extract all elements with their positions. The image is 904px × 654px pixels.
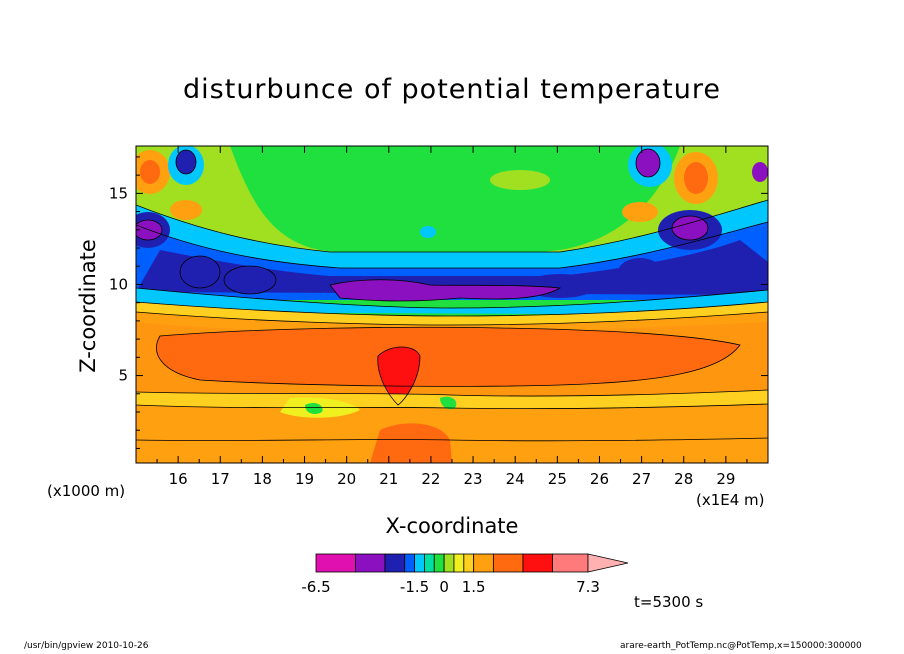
x-axis-label: X-coordinate — [385, 514, 519, 538]
footer-right: arare-earth_PotTemp.nc@PotTemp,x=150000:… — [620, 641, 862, 651]
colorbar-label: 7.3 — [576, 578, 600, 596]
colorbar-segment — [522, 553, 553, 573]
x-tick-label: 23 — [464, 470, 483, 488]
colorbar-extend-arrow — [587, 553, 629, 573]
colorbar-label: -6.5 — [301, 578, 330, 596]
y-tick-label: 5 — [118, 367, 128, 385]
x-axis-unit: (x1E4 m) — [696, 491, 765, 509]
colorbar-segment — [424, 553, 435, 573]
x-tick-label: 29 — [716, 470, 735, 488]
colorbar: -6.5 -1.5 0 1.5 7.3 — [301, 553, 629, 596]
colorbar-segment — [453, 553, 465, 573]
colorbar-segment — [404, 553, 415, 573]
colorbar-segment — [443, 553, 455, 573]
x-tick-label: 17 — [211, 470, 230, 488]
y-tick-label: 10 — [109, 275, 128, 293]
footer-left: /usr/bin/gpview 2010-10-26 — [24, 641, 149, 651]
x-tick-label: 26 — [590, 470, 609, 488]
x-tick-label: 20 — [337, 470, 356, 488]
time-label: t=5300 s — [634, 593, 704, 611]
colorbar-segment — [552, 553, 589, 573]
x-tick-label: 24 — [506, 470, 525, 488]
x-tick-label: 18 — [253, 470, 272, 488]
colorbar-segment — [384, 553, 406, 573]
y-axis-ticks: 5 10 15 — [109, 156, 768, 449]
x-axis-ticks: 16 17 18 19 20 21 22 23 24 25 26 27 28 29 — [156, 146, 748, 488]
y-axis-unit: (x1000 m) — [47, 482, 126, 500]
colorbar-segment — [463, 553, 475, 573]
colorbar-label: -1.5 — [400, 578, 429, 596]
y-axis-label: Z-coordinate — [76, 239, 100, 373]
x-tick-label: 16 — [169, 470, 188, 488]
x-tick-label: 19 — [295, 470, 314, 488]
x-tick-label: 27 — [632, 470, 651, 488]
colorbar-segment — [414, 553, 425, 573]
y-tick-label: 15 — [109, 184, 128, 202]
colorbar-segment — [473, 553, 494, 573]
x-tick-label: 21 — [379, 470, 398, 488]
x-tick-label: 22 — [421, 470, 440, 488]
x-tick-label: 28 — [674, 470, 693, 488]
colorbar-label: 1.5 — [462, 578, 486, 596]
colorbar-segment — [433, 553, 445, 573]
x-tick-label: 25 — [548, 470, 567, 488]
contour-lines — [136, 148, 768, 442]
colorbar-segment — [315, 553, 356, 573]
chart-title: disturbunce of potential temperature — [183, 74, 721, 105]
temperature-field — [136, 146, 768, 463]
colorbar-segment — [492, 553, 524, 573]
colorbar-segment — [355, 553, 386, 573]
colorbar-label: 0 — [439, 578, 449, 596]
